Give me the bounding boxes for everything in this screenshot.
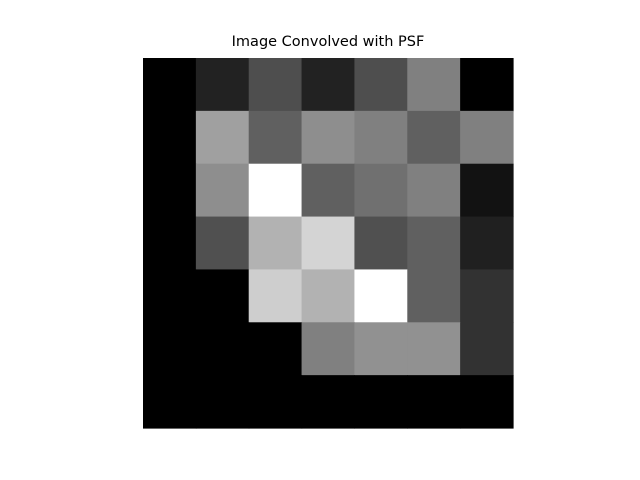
heatmap-cell-r0-c0 — [143, 58, 197, 112]
heatmap-cell-r1-c2 — [248, 110, 303, 165]
heatmap-cell-r0-c6 — [460, 58, 514, 112]
heatmap-cell-r6-c0 — [143, 375, 197, 429]
heatmap-cell-r2-c4 — [354, 163, 408, 218]
heatmap-cell-r1-c4 — [354, 110, 408, 165]
heatmap-cell-r5-c4 — [354, 322, 408, 376]
heatmap-cell-r6-c6 — [460, 375, 514, 429]
heatmap-cell-r2-c5 — [407, 163, 461, 218]
heatmap-cell-r0-c1 — [195, 58, 250, 112]
heatmap-cell-r6-c1 — [195, 375, 250, 429]
heatmap-cells — [143, 58, 514, 429]
heatmap-cell-r5-c6 — [460, 322, 514, 376]
heatmap-cell-r0-c5 — [407, 58, 461, 112]
heatmap-cell-r5-c3 — [301, 322, 356, 376]
heatmap-cell-r3-c3 — [301, 216, 356, 271]
heatmap-cell-r0-c4 — [354, 58, 408, 112]
heatmap-cell-r3-c6 — [460, 216, 514, 271]
heatmap-cell-r0-c2 — [248, 58, 303, 112]
heatmap-cell-r2-c1 — [195, 163, 250, 218]
heatmap-cell-r2-c6 — [460, 163, 514, 218]
heatmap-cell-r5-c1 — [195, 322, 250, 376]
heatmap-cell-r4-c3 — [301, 269, 356, 323]
heatmap-cell-r4-c1 — [195, 269, 250, 323]
heatmap-cell-r4-c2 — [248, 269, 303, 323]
heatmap-cell-r3-c0 — [143, 216, 197, 271]
heatmap-cell-r6-c3 — [301, 375, 356, 429]
chart-title: Image Convolved with PSF — [231, 34, 425, 50]
heatmap-cell-r4-c0 — [143, 269, 197, 323]
heatmap-cell-r5-c5 — [407, 322, 461, 376]
heatmap-cell-r1-c3 — [301, 110, 356, 165]
heatmap-cell-r4-c4 — [354, 269, 408, 323]
heatmap-cell-r1-c0 — [143, 110, 197, 165]
heatmap-cell-r2-c2 — [248, 163, 303, 218]
heatmap-cell-r5-c2 — [248, 322, 303, 376]
heatmap-cell-r3-c5 — [407, 216, 461, 271]
heatmap-cell-r3-c4 — [354, 216, 408, 271]
heatmap-cell-r1-c6 — [460, 110, 514, 165]
heatmap-cell-r5-c0 — [143, 322, 197, 376]
heatmap-cell-r1-c5 — [407, 110, 461, 165]
heatmap-cell-r3-c1 — [195, 216, 250, 271]
heatmap-cell-r1-c1 — [195, 110, 250, 165]
heatmap-cell-r6-c5 — [407, 375, 461, 429]
heatmap-cell-r6-c2 — [248, 375, 303, 429]
heatmap-cell-r0-c3 — [301, 58, 356, 112]
heatmap-cell-r3-c2 — [248, 216, 303, 271]
heatmap-cell-r6-c4 — [354, 375, 408, 429]
heatmap-cell-r2-c3 — [301, 163, 356, 218]
heatmap-cell-r4-c5 — [407, 269, 461, 323]
heatmap-cell-r2-c0 — [143, 163, 197, 218]
heatmap-cell-r4-c6 — [460, 269, 514, 323]
